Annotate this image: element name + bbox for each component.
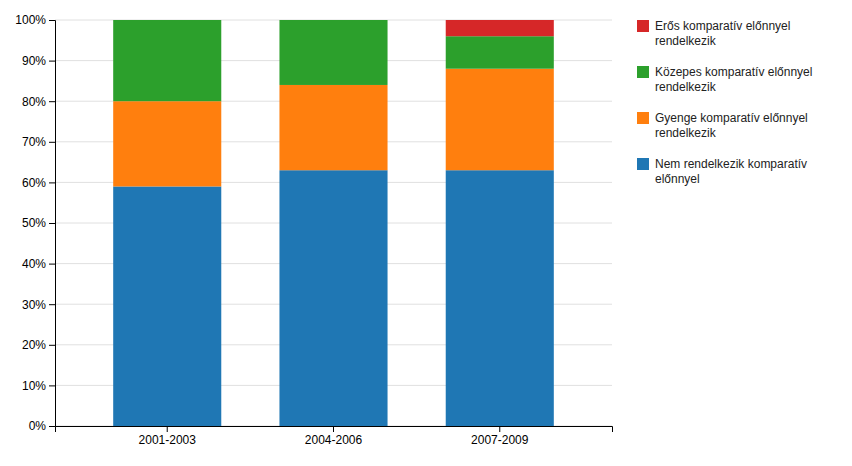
x-tick: 2004-2006 <box>305 426 363 447</box>
series <box>113 20 554 101</box>
y-tick-label: 60% <box>22 176 46 190</box>
y-tick: 60% <box>22 176 55 190</box>
y-tick: 80% <box>22 95 55 109</box>
bar <box>446 36 554 68</box>
legend-swatch <box>637 20 649 32</box>
series <box>113 170 554 426</box>
bars <box>113 20 554 426</box>
y-axis-line <box>49 21 56 427</box>
legend-swatch <box>637 158 649 170</box>
x-tick-mark <box>167 426 168 432</box>
x-axis: 2001-2003 2004-2006 2007-2009 <box>56 426 613 447</box>
y-tick: 0% <box>29 419 55 433</box>
legend-item: Nem rendelkezik komparatívelőnnyel <box>637 157 807 186</box>
x-tick-label: 2007-2009 <box>471 433 529 447</box>
y-tick: 40% <box>22 257 55 271</box>
grid <box>55 20 612 426</box>
x-tick-mark <box>333 426 334 432</box>
series <box>446 20 554 36</box>
bar <box>113 101 221 186</box>
y-tick-label: 80% <box>22 95 46 109</box>
legend-swatch <box>637 66 649 78</box>
y-tick-label: 50% <box>22 216 46 230</box>
legend-item: Közepes komparatív előnnyelrendelkezik <box>637 65 812 94</box>
plot: 0% 10% 20% 30% 40% 50% 60% 70% 80% 90% 100% 2001-20… <box>15 13 612 446</box>
legend-label: Nem rendelkezik komparatívelőnnyel <box>655 157 807 186</box>
y-tick: 30% <box>22 298 55 312</box>
bar <box>279 85 387 170</box>
legend-swatch <box>637 112 649 124</box>
y-tick-mark <box>49 101 55 102</box>
y-tick-mark <box>49 182 55 183</box>
legend-label: Gyenge komparatív előnnyelrendelkezik <box>655 111 808 140</box>
chart: 0% 10% 20% 30% 40% 50% 60% 70% 80% 90% 100% 2001-20… <box>0 0 852 466</box>
y-tick-mark <box>49 223 55 224</box>
x-tick-mark <box>499 426 500 432</box>
y-tick-mark <box>49 142 55 143</box>
y-tick-label: 20% <box>22 338 46 352</box>
bar <box>279 20 387 85</box>
x-tick: 2001-2003 <box>139 426 197 447</box>
bar <box>113 20 221 101</box>
x-axis-line <box>56 427 613 433</box>
y-tick: 10% <box>22 379 55 393</box>
bar <box>113 186 221 426</box>
y-tick: 50% <box>22 216 55 230</box>
y-tick-label: 70% <box>22 135 46 149</box>
x-tick-label: 2001-2003 <box>139 433 197 447</box>
y-tick-label: 90% <box>22 54 46 68</box>
y-tick-label: 0% <box>29 419 47 433</box>
bar <box>279 170 387 426</box>
bar <box>446 69 554 171</box>
bar <box>279 20 387 21</box>
y-tick-label: 10% <box>22 379 46 393</box>
y-tick-mark <box>49 20 55 21</box>
bar <box>446 20 554 36</box>
y-tick-mark <box>49 264 55 265</box>
y-tick-label: 30% <box>22 298 46 312</box>
x-tick: 2007-2009 <box>471 426 529 447</box>
y-tick-label: 100% <box>15 13 46 27</box>
y-tick-mark <box>49 426 55 427</box>
legend-label: Erős komparatív előnnyelrendelkezik <box>655 19 790 48</box>
y-tick: 90% <box>22 54 55 68</box>
y-tick-mark <box>49 304 55 305</box>
y-axis: 0% 10% 20% 30% 40% 50% 60% 70% 80% 90% 100% <box>15 13 55 433</box>
y-tick: 100% <box>15 13 55 27</box>
x-tick-label: 2004-2006 <box>305 433 363 447</box>
bar <box>113 20 221 21</box>
legend-label: Közepes komparatív előnnyelrendelkezik <box>655 65 812 94</box>
bar <box>446 170 554 426</box>
y-tick: 70% <box>22 135 55 149</box>
y-tick-mark <box>49 345 55 346</box>
y-tick-mark <box>49 385 55 386</box>
legend-item: Gyenge komparatív előnnyelrendelkezik <box>637 111 808 140</box>
legend: Erős komparatív előnnyelrendelkezik Közep… <box>637 19 812 186</box>
y-tick: 20% <box>22 338 55 352</box>
y-tick-mark <box>49 61 55 62</box>
legend-item: Erős komparatív előnnyelrendelkezik <box>637 19 790 48</box>
y-tick-label: 40% <box>22 257 46 271</box>
